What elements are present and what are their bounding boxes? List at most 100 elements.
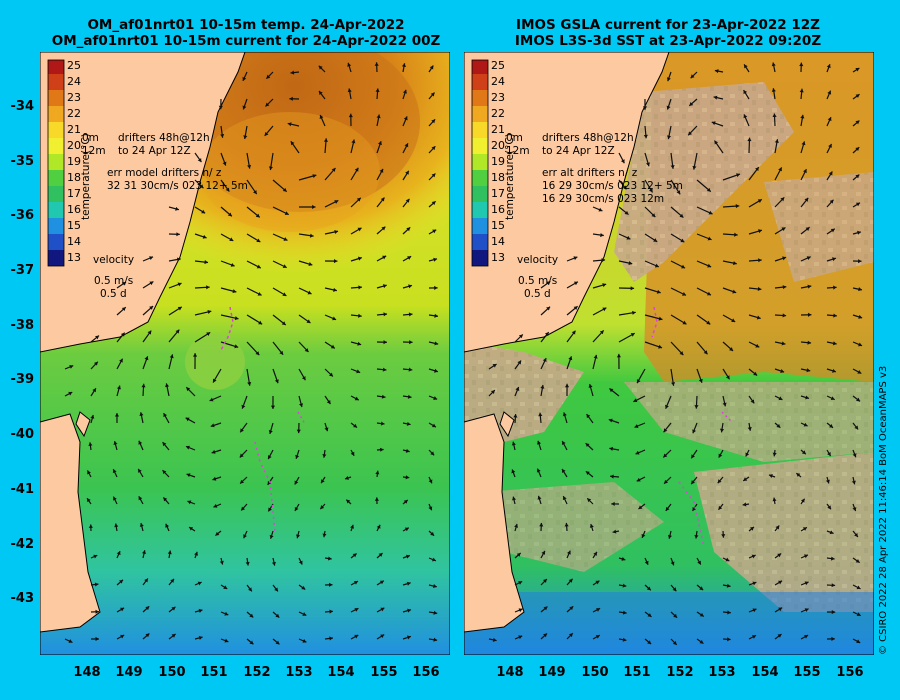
current-vector-head xyxy=(149,306,154,310)
right-title-line1: IMOS GSLA current for 23-Apr-2022 12Z xyxy=(516,17,820,33)
current-vector-head xyxy=(247,164,252,169)
current-vector-head xyxy=(665,404,669,409)
current-vector-head xyxy=(756,315,761,320)
current-vector-head xyxy=(266,74,271,79)
current-vector-head xyxy=(664,479,668,484)
current-vector-head xyxy=(403,116,408,121)
drifters-legend: drifters 48h@12h xyxy=(118,132,210,144)
warm-core xyxy=(180,52,420,212)
colorbar-tick: 18 xyxy=(67,171,81,184)
current-vector-head xyxy=(202,234,207,239)
current-vector-head xyxy=(735,204,740,209)
current-vector-head xyxy=(778,396,783,401)
current-vector-head xyxy=(147,330,152,335)
current-vector-head xyxy=(713,95,718,100)
credit-text: © CSIRO 2022 28 Apr 2022 11:46:14 BoM Oc… xyxy=(878,365,889,655)
current-vector-head xyxy=(855,67,860,72)
current-vector-head xyxy=(256,238,261,243)
lon-tick: 151 xyxy=(623,665,651,680)
current-vector-head xyxy=(405,198,410,203)
current-vector-head xyxy=(95,335,100,340)
current-vector-head xyxy=(672,640,677,645)
current-vector-head xyxy=(567,550,571,555)
current-vector-head xyxy=(434,341,439,346)
current-vector-head xyxy=(163,497,168,502)
current-vector-head xyxy=(87,498,91,503)
current-vector-head xyxy=(88,524,93,528)
current-vector-head xyxy=(406,227,411,232)
current-vector-head xyxy=(772,452,777,457)
current-vector-head xyxy=(197,581,202,586)
current-vector-head xyxy=(490,390,495,394)
current-vector-head xyxy=(353,581,358,585)
current-vector-head xyxy=(743,90,748,95)
current-vector-head xyxy=(544,332,549,337)
current-vector-head xyxy=(742,502,747,507)
lat-tick: -36 xyxy=(10,208,35,223)
lon-tick: 153 xyxy=(285,665,313,680)
current-vector-head xyxy=(799,62,804,67)
colorbar-tick: 19 xyxy=(67,155,81,168)
current-vector-head xyxy=(242,76,247,81)
current-vector-head xyxy=(346,499,351,504)
colorbar-tick: 24 xyxy=(67,75,81,88)
current-vector-head xyxy=(537,495,542,500)
current-vector-head xyxy=(295,454,300,459)
current-vector-head xyxy=(758,258,762,263)
current-vector-head xyxy=(211,449,216,454)
current-vector-head xyxy=(329,636,333,641)
current-vector-head xyxy=(243,135,248,140)
current-vector-head xyxy=(641,533,646,538)
current-vector-head xyxy=(800,114,805,119)
current-vector-head xyxy=(309,233,314,238)
current-vector-head xyxy=(249,640,254,645)
current-vector-head xyxy=(612,529,617,534)
land-island xyxy=(75,411,91,438)
current-vector-head xyxy=(330,344,335,349)
current-vector-head xyxy=(347,88,352,93)
current-vector-head xyxy=(268,166,273,171)
current-vector-head xyxy=(663,453,668,458)
current-vector-head xyxy=(537,440,542,445)
current-vector-head xyxy=(718,505,723,510)
lon-tick: 148 xyxy=(73,665,101,680)
current-vector-head xyxy=(782,313,787,318)
current-vector-head xyxy=(513,414,518,418)
current-vector-head xyxy=(199,184,204,189)
current-vector-head xyxy=(667,534,672,539)
current-vector-head xyxy=(721,534,726,538)
current-vector-head xyxy=(634,424,639,428)
current-vector-head xyxy=(138,440,143,445)
current-vector-head xyxy=(283,237,288,241)
current-vector-head xyxy=(518,635,523,640)
current-vector-head xyxy=(667,135,672,140)
current-vector-head xyxy=(630,333,635,337)
current-vector-head xyxy=(358,313,362,318)
current-vector-head xyxy=(294,506,299,511)
current-vector-head xyxy=(688,131,693,136)
current-vector-head xyxy=(380,634,385,639)
colorbar-tick: 24 xyxy=(491,75,505,88)
current-vector-head xyxy=(621,556,626,561)
current-vector-head xyxy=(707,263,712,268)
current-vector-head xyxy=(854,425,859,430)
current-vector-head xyxy=(666,77,671,82)
drifters-legend: to 24 Apr 12Z xyxy=(118,145,191,157)
drifter-track xyxy=(219,306,234,353)
current-vector-head xyxy=(302,612,307,616)
current-vector-head xyxy=(803,169,807,174)
current-vector-head xyxy=(430,451,435,456)
current-vector-head xyxy=(543,606,548,611)
current-vector-head xyxy=(320,505,325,510)
colorbar-tick: 19 xyxy=(491,155,505,168)
drifters-prefix: 0m xyxy=(506,132,523,144)
current-vector-head xyxy=(274,379,279,384)
current-vector-head xyxy=(518,581,523,585)
current-vector-head xyxy=(703,350,708,355)
current-vector-head xyxy=(771,62,776,67)
current-vector-head xyxy=(691,480,695,485)
current-vector-head xyxy=(562,496,567,501)
current-vector-head xyxy=(282,292,287,296)
current-vector-head xyxy=(284,211,289,215)
current-vector-head xyxy=(119,358,123,363)
